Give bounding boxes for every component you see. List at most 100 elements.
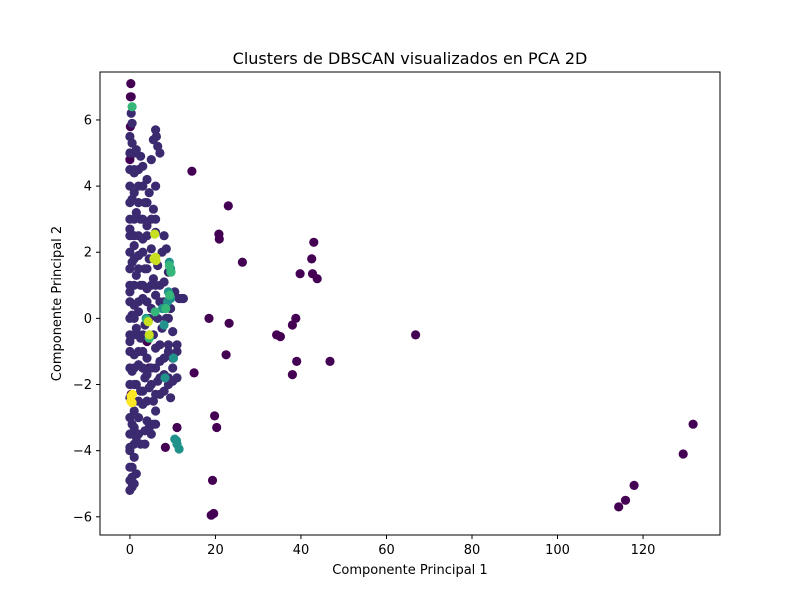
data-point-cluster_0 bbox=[129, 313, 139, 323]
data-point-cluster_0 bbox=[138, 386, 148, 396]
data-point-cluster_0 bbox=[133, 346, 144, 357]
data-point-cluster_0 bbox=[142, 396, 152, 406]
data-point-noise bbox=[210, 411, 220, 421]
y-tick-label: −4 bbox=[73, 444, 92, 459]
data-point-cluster_0 bbox=[151, 181, 161, 191]
data-point-noise bbox=[189, 368, 199, 378]
data-point-cluster_0 bbox=[168, 363, 178, 373]
data-point-cluster_0 bbox=[125, 413, 135, 423]
data-point-cluster_0 bbox=[133, 413, 144, 423]
data-point-cluster_0 bbox=[133, 165, 144, 175]
data-point-cluster_0 bbox=[161, 244, 171, 254]
data-point-cluster_0 bbox=[129, 241, 139, 251]
x-tick-label: 80 bbox=[464, 543, 481, 558]
data-point-cluster_0 bbox=[125, 297, 135, 307]
data-point-cluster_0 bbox=[159, 386, 169, 396]
data-point-cluster_0 bbox=[129, 406, 139, 416]
plot-frame bbox=[99, 71, 721, 536]
y-axis-ticks: −6 −4 −2 0 2 4 6 bbox=[73, 113, 100, 525]
chart-title: Clusters de DBSCAN visualizados en PCA 2… bbox=[233, 49, 588, 68]
data-point-cluster_0 bbox=[133, 429, 144, 439]
data-point-cluster_2 bbox=[150, 307, 160, 317]
data-point-cluster_0 bbox=[129, 452, 139, 462]
data-point-cluster_0 bbox=[146, 155, 156, 165]
data-point-noise bbox=[312, 274, 322, 284]
data-point-noise bbox=[125, 155, 135, 165]
data-point-cluster_0 bbox=[163, 313, 173, 323]
data-point-cluster_0 bbox=[168, 327, 178, 337]
data-point-cluster_0 bbox=[129, 188, 139, 198]
data-point-cluster_0 bbox=[125, 287, 135, 297]
y-tick-label: 2 bbox=[84, 246, 92, 261]
data-point-cluster_0 bbox=[142, 353, 152, 363]
data-point-cluster_0 bbox=[142, 264, 152, 274]
data-point-cluster_0 bbox=[155, 280, 165, 290]
data-point-cluster_0 bbox=[138, 280, 148, 290]
data-point-cluster_0 bbox=[142, 231, 152, 241]
data-point-cluster_0 bbox=[144, 188, 154, 198]
data-point-cluster_3 bbox=[144, 330, 154, 340]
data-point-noise bbox=[223, 201, 233, 211]
data-point-noise bbox=[295, 269, 305, 279]
data-point-noise bbox=[126, 79, 136, 89]
data-point-cluster_1 bbox=[174, 444, 184, 454]
data-point-cluster_0 bbox=[172, 340, 182, 350]
data-point-cluster_0 bbox=[125, 336, 135, 347]
data-point-noise bbox=[214, 234, 224, 244]
data-point-cluster_0 bbox=[148, 135, 158, 145]
data-point-cluster_0 bbox=[129, 214, 139, 224]
data-point-cluster_0 bbox=[133, 264, 144, 274]
data-point-cluster_0 bbox=[129, 422, 139, 433]
data-point-noise bbox=[160, 442, 170, 452]
data-point-noise bbox=[275, 332, 285, 342]
data-point-cluster_0 bbox=[142, 198, 152, 208]
data-point-cluster_0 bbox=[125, 346, 135, 357]
x-tick-label: 60 bbox=[378, 543, 395, 558]
data-point-noise bbox=[212, 422, 222, 433]
data-point-cluster_0 bbox=[151, 389, 161, 399]
x-tick-label: 100 bbox=[545, 543, 570, 558]
data-point-cluster_0 bbox=[133, 297, 144, 307]
data-point-cluster_3 bbox=[150, 229, 160, 239]
data-point-cluster_0 bbox=[159, 353, 169, 363]
data-point-cluster_2 bbox=[165, 290, 175, 300]
data-point-cluster_0 bbox=[127, 138, 137, 148]
data-point-cluster_0 bbox=[146, 244, 156, 254]
data-point-cluster_0 bbox=[159, 231, 169, 241]
data-point-noise bbox=[620, 495, 631, 505]
data-point-noise bbox=[207, 475, 218, 485]
data-point-cluster_0 bbox=[133, 198, 144, 208]
data-point-cluster_0 bbox=[125, 247, 135, 257]
data-point-noise bbox=[224, 318, 234, 328]
x-tick-label: 40 bbox=[293, 543, 310, 558]
data-point-noise bbox=[221, 350, 231, 360]
y-tick-label: 6 bbox=[84, 113, 92, 128]
data-point-cluster_0 bbox=[125, 462, 135, 472]
data-point-cluster_0 bbox=[125, 264, 135, 274]
data-point-noise bbox=[614, 502, 624, 512]
data-point-cluster_0 bbox=[140, 439, 150, 449]
data-point-cluster_0 bbox=[129, 148, 139, 158]
data-point-cluster_0 bbox=[155, 148, 165, 158]
points-layer bbox=[125, 79, 698, 520]
data-point-cluster_0 bbox=[129, 254, 139, 264]
y-tick-label: 4 bbox=[84, 180, 92, 195]
x-tick-label: 20 bbox=[207, 543, 224, 558]
data-point-noise bbox=[237, 257, 247, 267]
data-point-cluster_0 bbox=[146, 379, 156, 390]
data-point-cluster_0 bbox=[125, 224, 135, 234]
data-point-cluster_0 bbox=[155, 340, 165, 350]
data-point-cluster_0 bbox=[163, 346, 173, 357]
data-point-cluster_0 bbox=[129, 280, 139, 290]
data-point-cluster_0 bbox=[125, 181, 135, 191]
data-point-noise bbox=[307, 254, 317, 264]
data-point-noise bbox=[187, 166, 197, 176]
y-tick-label: −6 bbox=[73, 510, 92, 525]
data-point-cluster_0 bbox=[151, 290, 161, 300]
data-point-noise bbox=[287, 320, 297, 330]
data-point-cluster_0 bbox=[168, 376, 178, 386]
data-point-cluster_0 bbox=[144, 422, 154, 433]
data-point-cluster_0 bbox=[127, 472, 137, 482]
x-tick-label: 0 bbox=[126, 543, 134, 558]
